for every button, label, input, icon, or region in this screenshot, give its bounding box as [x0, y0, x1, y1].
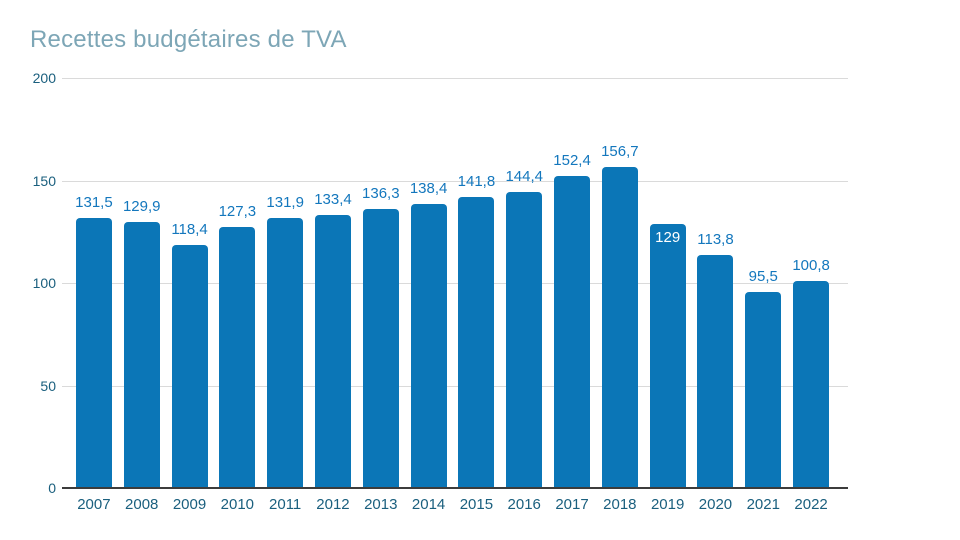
value-label-2015: 141,8: [457, 173, 496, 191]
x-tick-label-2008: 2008: [125, 496, 159, 513]
bar-slot-2009: 118,4: [166, 78, 214, 488]
chart-title: Recettes budgétaires de TVA: [30, 26, 347, 53]
value-label-2018: 156,7: [601, 142, 639, 160]
bar-2018[interactable]: [601, 166, 638, 488]
x-tick-label-2009: 2009: [172, 496, 207, 513]
bar-slot-2016: 144,4: [500, 78, 548, 488]
bar-2008[interactable]: [123, 221, 160, 488]
y-tick-label-100: 100: [32, 275, 56, 291]
bar-2022[interactable]: [793, 281, 830, 488]
x-tick-label-2016: 2016: [507, 496, 541, 513]
bar-2011[interactable]: [267, 217, 304, 488]
value-label-2017: 152,4: [553, 151, 591, 169]
y-axis: 0 50 100 150 200: [0, 70, 56, 496]
bar-2016[interactable]: [506, 191, 543, 488]
value-label-2011: 131,9: [266, 193, 304, 211]
x-tick-label-2010: 2010: [220, 496, 255, 513]
bar-slot-2015: 141,8: [453, 78, 501, 488]
x-tick-label-2007: 2007: [77, 496, 111, 513]
gridline-150: [62, 180, 848, 182]
value-label-2014: 138,4: [409, 180, 448, 198]
x-tick-label-2012: 2012: [316, 496, 350, 513]
bar-2012[interactable]: [314, 214, 351, 488]
y-tick-label-0: 0: [48, 480, 56, 496]
x-tick-label-2015: 2015: [459, 496, 494, 513]
bar-slot-2007: 131,5: [70, 78, 118, 488]
bar-2014[interactable]: [410, 204, 447, 488]
bar-slot-2011: 131,9: [261, 78, 309, 488]
bar-slot-2020: 113,8: [692, 78, 740, 488]
bar-2009[interactable]: [171, 245, 208, 488]
value-label-2021: 95,5: [748, 268, 778, 286]
x-tick-label-2018: 2018: [603, 496, 637, 513]
x-tick-label-2013: 2013: [364, 496, 398, 513]
value-label-2022: 100,8: [792, 257, 830, 275]
x-axis: 2007 2008 2009 2010 2011 2012 2013 2014 2015 2016…: [70, 495, 835, 515]
value-label-2019: 129: [655, 228, 681, 246]
bars-container: 131,5 129,9 118,4 127,3 131,9 133,4 136,3 138,4…: [70, 78, 835, 488]
value-label-2013: 136,3: [362, 184, 400, 202]
bar-2020[interactable]: [697, 254, 734, 488]
x-axis-line: [62, 487, 848, 489]
bar-slot-2019: 129: [644, 78, 692, 488]
bar-slot-2021: 95,5: [739, 78, 787, 488]
bar-2010[interactable]: [219, 227, 256, 488]
bar-2017[interactable]: [554, 175, 591, 488]
bar-slot-2018: 156,7: [596, 78, 644, 488]
y-tick-label-50: 50: [40, 377, 56, 394]
gridline-100: [62, 283, 848, 284]
bar-slot-2010: 127,3: [213, 78, 261, 488]
x-tick-label-2014: 2014: [411, 496, 446, 513]
bar-slot-2022: 100,8: [787, 78, 835, 488]
bar-2019[interactable]: [649, 223, 686, 488]
bar-2013[interactable]: [362, 208, 399, 488]
bar-slot-2017: 152,4: [548, 78, 596, 488]
bar-2021[interactable]: [745, 292, 782, 488]
y-tick-label-150: 150: [32, 172, 56, 189]
x-tick-label-2020: 2020: [698, 496, 733, 513]
value-label-2010: 127,3: [218, 203, 257, 221]
value-label-2016: 144,4: [505, 167, 543, 185]
x-tick-label-2021: 2021: [746, 496, 780, 513]
bar-slot-2012: 133,4: [309, 78, 357, 488]
x-tick-label-2017: 2017: [555, 496, 589, 513]
value-label-2020: 113,8: [697, 230, 734, 248]
bar-slot-2014: 138,4: [405, 78, 453, 488]
value-label-2008: 129,9: [122, 197, 161, 215]
plot-area: [62, 78, 848, 488]
gridline-50: [62, 385, 848, 387]
gridline-200: [62, 78, 848, 79]
value-label-2007: 131,5: [75, 194, 113, 212]
value-label-2012: 133,4: [314, 190, 352, 208]
value-label-2009: 118,4: [171, 221, 208, 239]
x-tick-label-2022: 2022: [794, 496, 828, 513]
bar-2015[interactable]: [458, 197, 495, 488]
x-tick-label-2011: 2011: [269, 496, 302, 513]
bar-slot-2008: 129,9: [118, 78, 166, 488]
x-tick-label-2019: 2019: [650, 496, 685, 513]
y-tick-label-200: 200: [32, 70, 56, 86]
bar-2007[interactable]: [75, 218, 112, 488]
bar-slot-2013: 136,3: [357, 78, 405, 488]
